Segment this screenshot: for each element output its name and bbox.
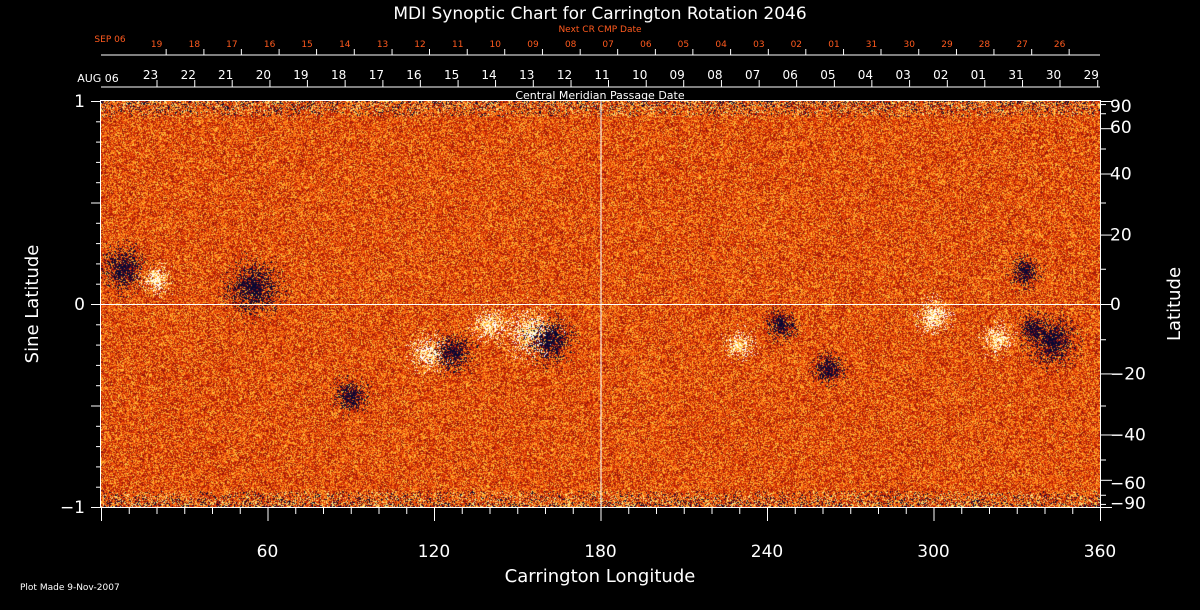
left-tick-label: −1 — [60, 498, 85, 518]
right-tick-label: 60 — [1110, 118, 1132, 138]
cmp-day-label: 11 — [594, 68, 609, 82]
next-cr-day-label: 04 — [715, 40, 727, 50]
next-cr-day-label: 16 — [264, 40, 276, 50]
next-cr-day-label: 18 — [189, 40, 201, 50]
x-tick-label: 120 — [418, 542, 450, 562]
footer-plot-date: Plot Made 9-Nov-2007 — [20, 583, 120, 593]
cmp-day-label: 12 — [557, 68, 572, 82]
cmp-day-label: 04 — [858, 68, 873, 82]
cmp-day-label: 18 — [331, 68, 346, 82]
next-cr-day-label: 27 — [1016, 40, 1027, 50]
next-cr-day-label: 08 — [565, 40, 577, 50]
cmp-day-label: 13 — [519, 68, 534, 82]
next-cr-day-label: 07 — [602, 40, 613, 50]
right-tick-label: 0 — [1110, 295, 1121, 315]
next-cr-day-label: 12 — [414, 40, 425, 50]
cmp-day-label: 03 — [895, 68, 910, 82]
cmp-day-label: 20 — [256, 68, 271, 82]
right-tick-label: 40 — [1110, 165, 1132, 185]
left-tick-label: 0 — [74, 295, 85, 315]
x-tick-label: 300 — [917, 542, 949, 562]
cmp-day-label: 22 — [181, 68, 196, 82]
next-cr-day-label: 11 — [452, 40, 463, 50]
right-tick-label: −90 — [1110, 494, 1146, 514]
cmp-day-label: 31 — [1008, 68, 1023, 82]
cmp-day-label: 02 — [933, 68, 948, 82]
right-axis-ticks — [1100, 101, 1112, 508]
y-axis-left-label: Sine Latitude — [22, 245, 43, 364]
cmp-day-label: 07 — [745, 68, 760, 82]
x-tick-label: 180 — [584, 542, 616, 562]
right-tick-label: 20 — [1110, 226, 1132, 246]
cmp-day-label: 29 — [1084, 68, 1099, 82]
left-axis-ticks — [91, 101, 101, 508]
x-tick-label: 60 — [257, 542, 279, 562]
cmp-day-label: 21 — [218, 68, 233, 82]
next-cr-axis-label: Next CR CMP Date — [558, 25, 642, 35]
x-tick-label: 360 — [1084, 542, 1116, 562]
next-cr-day-label: 06 — [640, 40, 652, 50]
next-cr-day-label: 03 — [753, 40, 764, 50]
right-tick-label: 90 — [1110, 97, 1132, 117]
next-cr-day-label: 19 — [151, 40, 163, 50]
cmp-day-label: 10 — [632, 68, 647, 82]
right-tick-label: −60 — [1110, 474, 1146, 494]
next-cr-day-label: 31 — [866, 40, 877, 50]
next-cr-day-label: 13 — [377, 40, 388, 50]
next-cr-day-label: 17 — [226, 40, 237, 50]
next-cr-day-label: 05 — [678, 40, 689, 50]
next-cr-start-label: SEP 06 — [94, 35, 125, 45]
next-cr-day-label: 09 — [527, 40, 539, 50]
x-tick-label: 240 — [751, 542, 783, 562]
next-cr-axis-ticks — [165, 49, 1070, 55]
chart-title: MDI Synoptic Chart for Carrington Rotati… — [393, 4, 806, 24]
cmp-day-label: 23 — [143, 68, 158, 82]
next-cr-day-label: 15 — [301, 40, 312, 50]
right-tick-label: −40 — [1110, 425, 1146, 445]
cmp-day-label: 19 — [293, 68, 308, 82]
x-axis-tick-labels: 60 120 180 240 300 360 — [257, 542, 1117, 562]
cmp-day-label: 14 — [481, 68, 496, 82]
cmp-day-label: 08 — [707, 68, 722, 82]
cmp-day-label: 30 — [1046, 68, 1061, 82]
cmp-axis-label: Central Meridian Passage Date — [515, 89, 684, 102]
cmp-day-label: 15 — [444, 68, 459, 82]
next-cr-day-labels: 19 18 17 16 15 14 13 12 11 10 09 08 07 06 05 04 03 02 01 31… — [151, 40, 1066, 50]
magnetogram-heatmap — [101, 101, 1100, 507]
cmp-day-label: 06 — [782, 68, 797, 82]
cmp-day-labels: 23 22 21 20 19 18 17 16 15 14 13 12 11 10 09 08 07 06 05 04… — [143, 68, 1099, 82]
cmp-day-label: 09 — [670, 68, 685, 82]
next-cr-day-label: 28 — [979, 40, 991, 50]
cmp-axis-ticks — [156, 80, 1099, 87]
right-tick-label: −20 — [1110, 364, 1146, 384]
cmp-day-label: 16 — [406, 68, 421, 82]
cmp-day-label: 05 — [820, 68, 835, 82]
next-cr-day-label: 14 — [339, 40, 351, 50]
next-cr-day-label: 29 — [941, 40, 953, 50]
next-cr-day-label: 01 — [828, 40, 839, 50]
cmp-day-label: 17 — [369, 68, 384, 82]
next-cr-day-label: 02 — [791, 40, 802, 50]
left-tick-label: 1 — [74, 92, 85, 112]
next-cr-day-label: 30 — [904, 40, 916, 50]
cmp-start-label: AUG 06 — [77, 72, 119, 85]
x-axis-label: Carrington Longitude — [505, 566, 696, 587]
y-axis-right-label: Latitude — [1164, 267, 1185, 341]
next-cr-day-label: 26 — [1054, 40, 1066, 50]
left-axis-tick-labels: 1 0 −1 — [60, 92, 85, 518]
cmp-day-label: 01 — [971, 68, 986, 82]
next-cr-day-label: 10 — [489, 40, 501, 50]
